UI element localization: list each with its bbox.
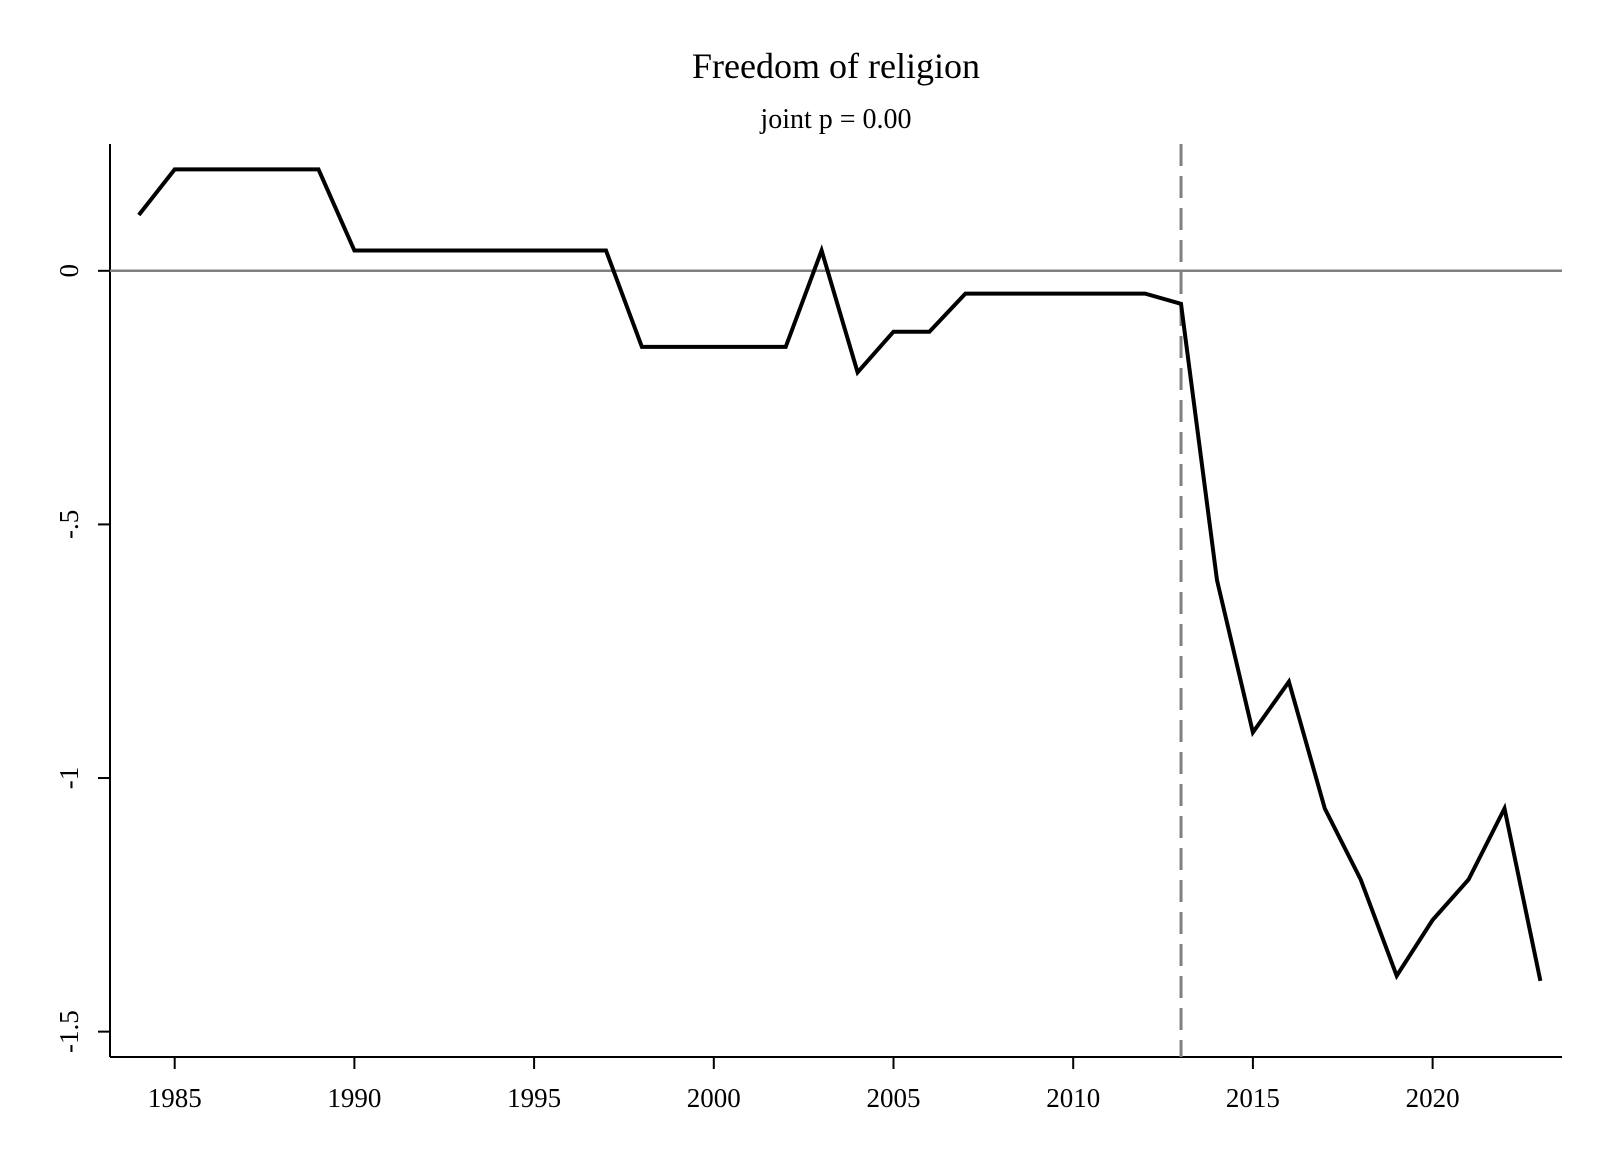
x-tick-label: 2005 xyxy=(867,1083,921,1113)
x-tick-label: 2020 xyxy=(1406,1083,1460,1113)
plot-area: 0 -.5 -1 -1.5 1985 1990 1995 2000 2005 2010 2015 20… xyxy=(54,144,1562,1113)
y-tick-label: 0 xyxy=(54,264,84,278)
x-tick-label: 1995 xyxy=(507,1083,561,1113)
x-tick-label: 2000 xyxy=(687,1083,741,1113)
x-tick-label: 2010 xyxy=(1046,1083,1100,1113)
y-tick-label: -1.5 xyxy=(54,1010,84,1053)
x-tick-label: 1990 xyxy=(327,1083,381,1113)
y-tick-label: -.5 xyxy=(54,510,84,539)
x-tick-label: 1985 xyxy=(148,1083,202,1113)
chart-subtitle: joint p = 0.00 xyxy=(759,104,911,135)
chart-title: Freedom of religion xyxy=(692,46,980,86)
y-tick-label: -1 xyxy=(54,767,84,790)
series-line xyxy=(137,167,1543,982)
x-tick-label: 2015 xyxy=(1226,1083,1280,1113)
